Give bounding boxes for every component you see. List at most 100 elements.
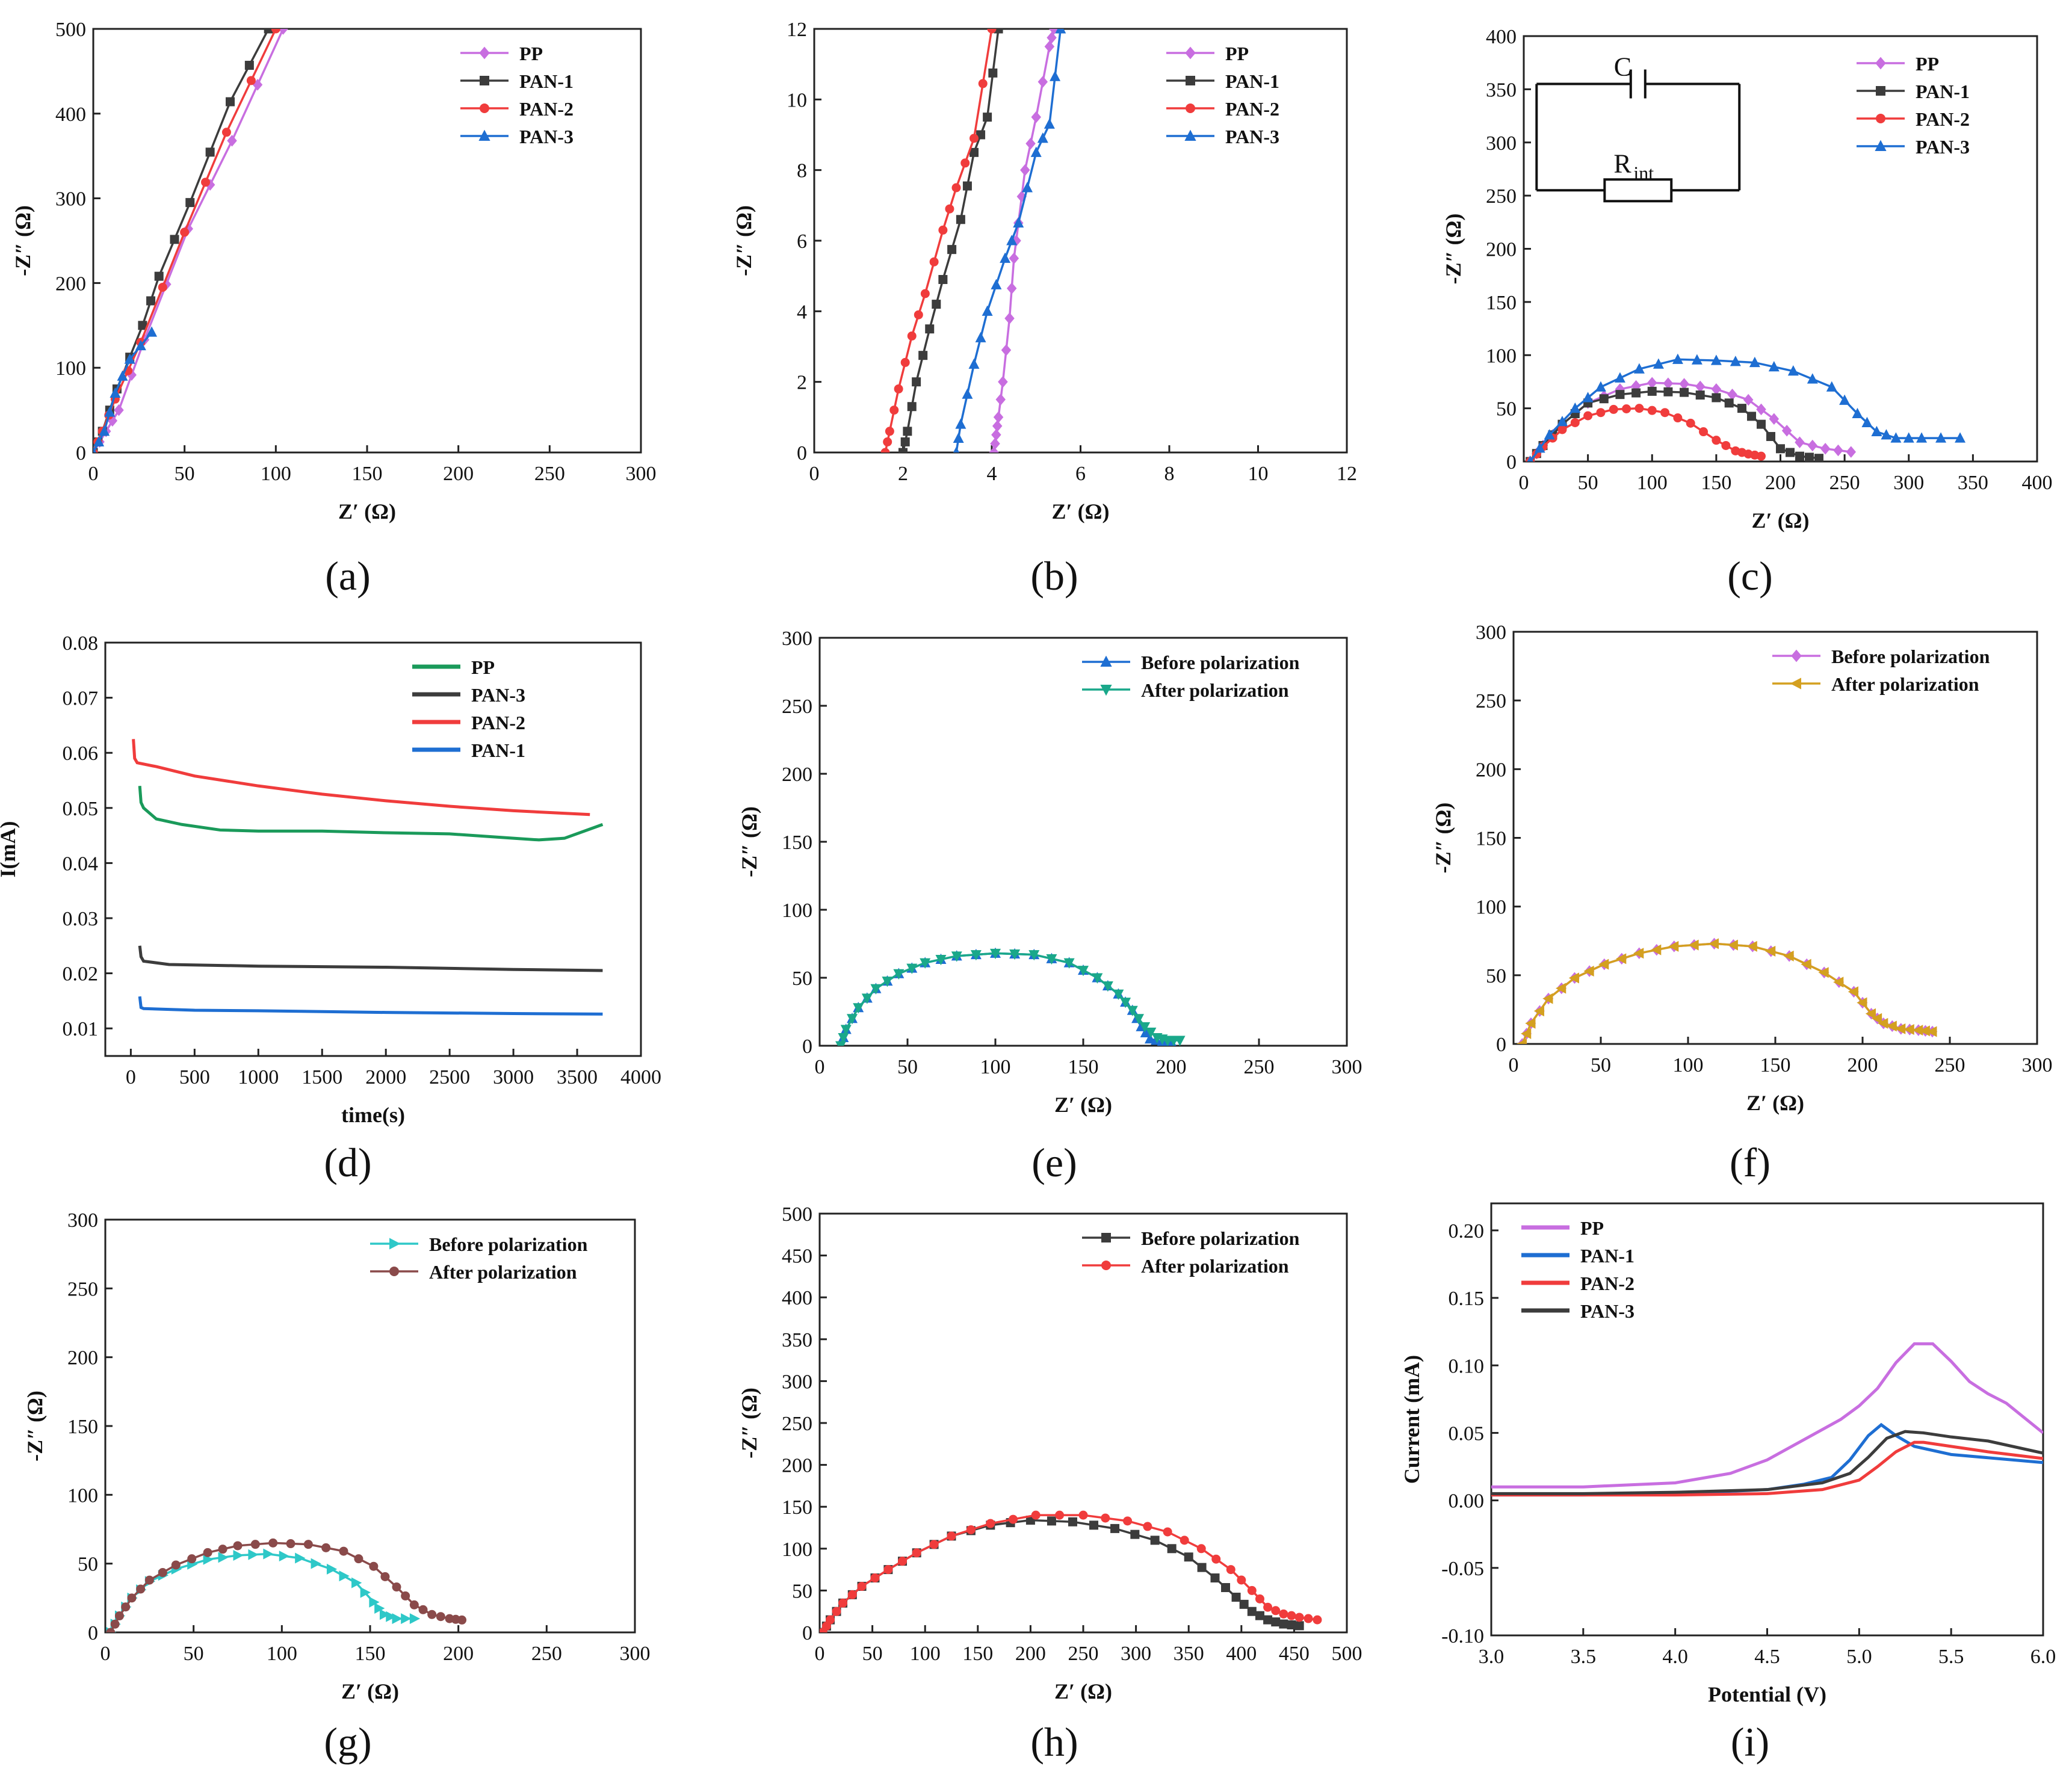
data-point bbox=[861, 993, 873, 1004]
y-tick-label: -0.05 bbox=[1441, 1558, 1484, 1580]
data-point bbox=[832, 1607, 841, 1616]
y-tick-label: 10 bbox=[787, 89, 807, 111]
data-point bbox=[1663, 377, 1674, 389]
data-point bbox=[938, 225, 948, 235]
data-point bbox=[1871, 425, 1882, 437]
y-axis-label: I(mA) bbox=[0, 821, 20, 878]
x-tick-label: 400 bbox=[1226, 1643, 1257, 1665]
data-point bbox=[1679, 378, 1689, 390]
panel-label: (d) bbox=[324, 1140, 371, 1185]
data-point bbox=[1881, 429, 1892, 440]
legend-label: After polarization bbox=[429, 1261, 577, 1283]
data-point bbox=[986, 1519, 995, 1528]
data-point bbox=[998, 375, 1008, 388]
data-point bbox=[127, 1593, 137, 1603]
panel-label: (e) bbox=[1031, 1140, 1077, 1185]
y-tick-label: 200 bbox=[1476, 759, 1506, 781]
data-point bbox=[1001, 344, 1012, 356]
y-tick-label: 300 bbox=[67, 1209, 98, 1232]
data-point bbox=[339, 1546, 348, 1556]
data-point bbox=[840, 1025, 852, 1036]
x-tick-label: 2000 bbox=[365, 1066, 406, 1088]
y-tick-label: 50 bbox=[1486, 965, 1506, 987]
data-point bbox=[1903, 432, 1914, 443]
series-pan-1 bbox=[898, 29, 1003, 452]
data-point bbox=[1046, 954, 1057, 965]
y-tick-label: 100 bbox=[782, 900, 812, 922]
data-point bbox=[955, 418, 966, 429]
data-point bbox=[1757, 451, 1766, 461]
series-pan-3 bbox=[93, 326, 158, 452]
x-axis-label: Z′ (Ω) bbox=[338, 499, 396, 523]
data-point bbox=[912, 377, 921, 387]
data-point bbox=[982, 305, 993, 316]
x-axis-label: Z′ (Ω) bbox=[1746, 1091, 1804, 1115]
data-point bbox=[1820, 443, 1831, 455]
data-point bbox=[1078, 1510, 1088, 1520]
data-point bbox=[1000, 252, 1011, 263]
y-tick-label: 400 bbox=[782, 1287, 812, 1309]
x-tick-label: 150 bbox=[1701, 472, 1731, 494]
data-point bbox=[1766, 431, 1776, 441]
data-point bbox=[1186, 103, 1195, 113]
data-point bbox=[1647, 377, 1657, 389]
data-point bbox=[1255, 1594, 1264, 1604]
data-point bbox=[1688, 939, 1699, 951]
legend-item: PAN-2 bbox=[1857, 108, 1970, 130]
y-tick-label: 0 bbox=[1506, 451, 1517, 474]
legend-item: PAN-1 bbox=[1857, 81, 1970, 102]
data-point bbox=[110, 387, 121, 398]
y-tick-label: 2 bbox=[797, 372, 807, 394]
y-axis-label: -Z″ (Ω) bbox=[737, 806, 761, 877]
data-point bbox=[951, 951, 962, 962]
y-tick-label: 0.08 bbox=[63, 632, 99, 655]
data-point bbox=[885, 427, 894, 436]
data-point bbox=[1110, 1523, 1120, 1533]
y-tick-label: 300 bbox=[782, 1371, 812, 1393]
y-tick-label: 100 bbox=[55, 357, 86, 380]
data-point bbox=[1875, 57, 1886, 70]
data-point bbox=[1521, 1028, 1532, 1039]
legend-label: PP bbox=[1916, 53, 1939, 75]
data-point bbox=[278, 29, 288, 35]
plot-area bbox=[1525, 353, 1966, 461]
x-tick-label: 150 bbox=[1068, 1056, 1099, 1078]
data-point bbox=[1063, 958, 1075, 969]
data-point bbox=[1221, 1583, 1231, 1593]
y-tick-label: 150 bbox=[1486, 292, 1517, 314]
data-point bbox=[1542, 993, 1553, 1004]
y-tick-label: 0.04 bbox=[63, 853, 99, 875]
x-tick-label: 300 bbox=[620, 1643, 651, 1665]
y-tick-label: 200 bbox=[55, 273, 86, 295]
data-point bbox=[1708, 938, 1719, 949]
data-point bbox=[1634, 404, 1644, 413]
x-tick-label: 250 bbox=[534, 463, 565, 485]
legend-label: PAN-2 bbox=[1580, 1273, 1634, 1294]
x-tick-label: 50 bbox=[175, 463, 195, 485]
y-tick-label: 250 bbox=[782, 696, 812, 718]
data-point bbox=[907, 402, 917, 412]
data-point bbox=[1795, 436, 1805, 448]
data-point bbox=[1185, 46, 1196, 60]
data-point bbox=[1807, 439, 1818, 452]
data-point bbox=[1184, 1552, 1193, 1562]
series-after-polarization bbox=[820, 1510, 1322, 1632]
data-point bbox=[110, 1619, 120, 1629]
data-point bbox=[1313, 1615, 1322, 1625]
data-point bbox=[889, 406, 899, 415]
chart-panel-g: 0 50 100 150 200 250 300 0 50 100 150 200 250 300 Z′ (… bbox=[23, 1209, 651, 1765]
data-point bbox=[838, 1598, 848, 1608]
data-point bbox=[983, 113, 992, 122]
y-tick-label: 50 bbox=[1496, 398, 1517, 421]
data-point bbox=[1756, 403, 1766, 416]
y-axis-label: Current (mA) bbox=[1400, 1355, 1424, 1484]
plot-area bbox=[93, 29, 288, 452]
series-pan-3 bbox=[1491, 1430, 2043, 1495]
data-point bbox=[1008, 1514, 1018, 1524]
series-line bbox=[1529, 407, 1761, 461]
data-point bbox=[1037, 132, 1048, 143]
data-point bbox=[136, 1584, 146, 1594]
data-point bbox=[1031, 1510, 1041, 1520]
legend-item: PP bbox=[1521, 1217, 1604, 1239]
